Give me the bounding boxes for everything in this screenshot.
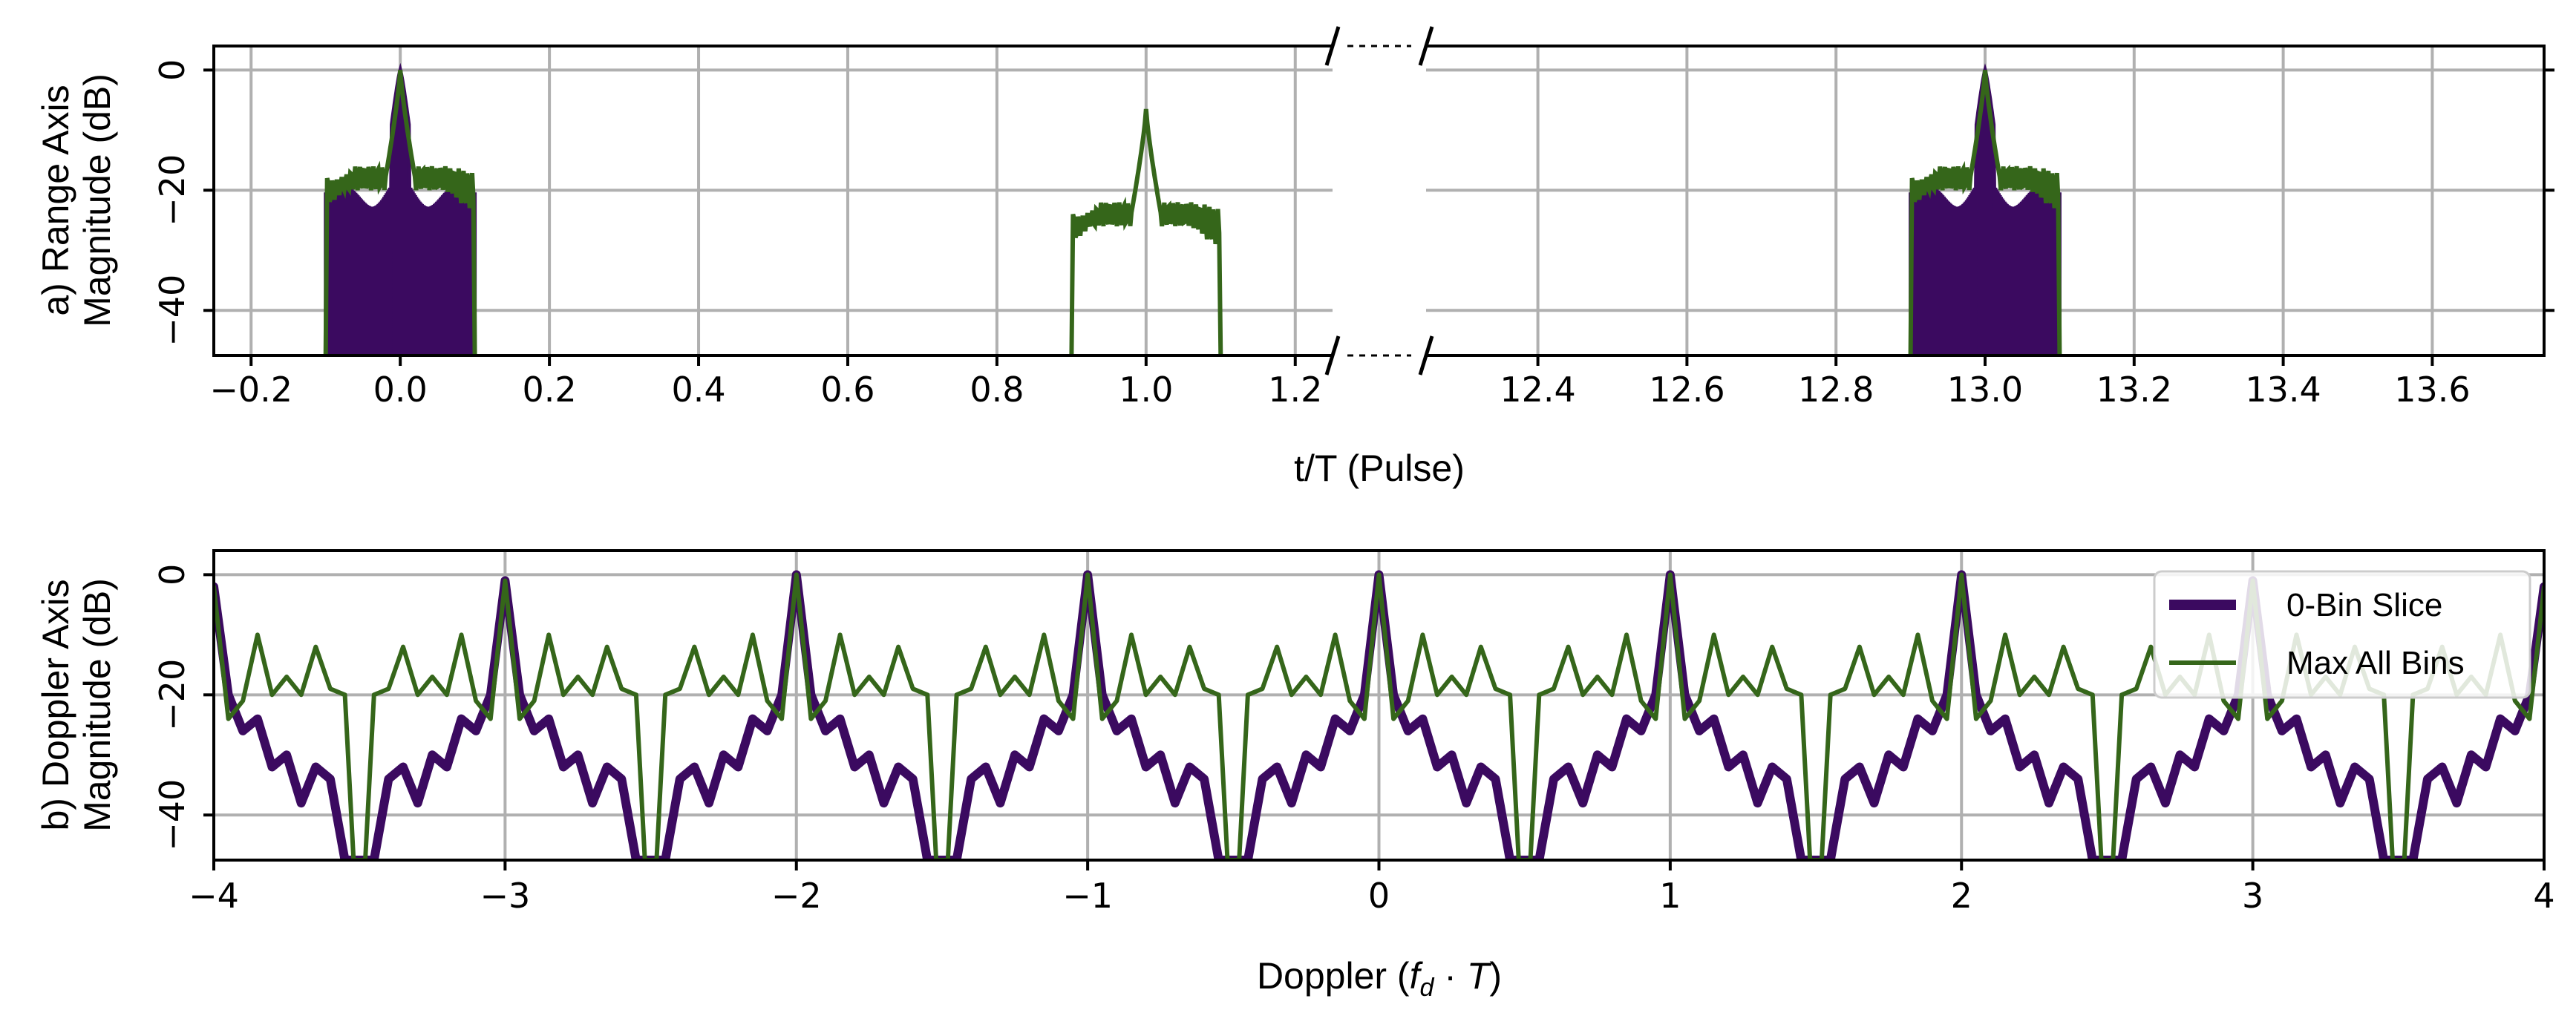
x-tick-label: 1.0 [1119,370,1173,410]
y-tick-label: −40 [152,275,192,347]
axis-break-marks [1324,26,1434,376]
break-slash [1418,26,1434,66]
xlabel-dot: · [1434,955,1466,997]
x-tick-label: 12.8 [1798,370,1874,410]
y-tick-label: 0 [152,59,192,81]
x-tick-label: 0.4 [671,370,725,410]
series-max-all-bins-peak-0 [323,70,477,355]
y-tick-label: −20 [152,154,192,226]
panel-a-grid [214,46,2544,355]
axes-frame-left [212,45,1333,357]
panel-a-xlabel: t/T (Pulse) [1294,447,1465,489]
x-tick-label: 4 [2533,876,2554,916]
y-tick-label: 0 [152,564,192,586]
x-tick-label: 13.6 [2394,370,2470,410]
x-tick-label: 1 [1659,876,1681,916]
x-tick-label: 12.4 [1500,370,1575,410]
series-0-bin-slice-peak-0 [324,62,477,355]
x-tick-label: −0.2 [209,370,292,410]
xlabel-T: T [1467,955,1492,997]
legend-box [2153,570,2531,699]
x-tick-label: 0.2 [523,370,577,410]
break-slash [1324,335,1341,376]
y-tick-label: −40 [152,779,192,851]
panel-a-range-axis: −0.2 0.0 0.2 0.4 0.6 0.8 1.0 1.2 12.4 12.6 12.8 13.… [35,26,2554,489]
x-tick-label: 0.6 [820,370,875,410]
series-0-bin-slice-peak-13 [1909,63,2062,355]
y-tick-label: −20 [152,659,192,731]
x-tick-label: −4 [189,876,239,916]
xlabel-text-pre: Doppler ( [1257,955,1410,997]
x-tick-label: 3 [2242,876,2263,916]
x-tick-label: 13.0 [1947,370,2023,410]
x-tick-label: −1 [1062,876,1113,916]
xlabel-sub-d: d [1419,974,1434,1002]
panel-a-series-left [323,62,1223,355]
panel-a-ylabel-line2: Magnitude (dB) [76,73,118,327]
x-tick-label: 0 [1368,876,1390,916]
legend-label-0-bin-slice: 0-Bin Slice [2286,587,2442,623]
x-tick-label: 13.2 [2096,370,2172,410]
panel-a-ticks: −0.2 0.0 0.2 0.4 0.6 0.8 1.0 1.2 12.4 12.6 12.8 13.… [152,59,2554,410]
legend-label-max-all-bins: Max All Bins [2286,645,2465,681]
panel-b-doppler-axis: −4 −3 −2 −1 0 1 2 3 4 0 −20 −40 b) Doppler Axis Mag… [35,549,2555,1002]
panel-b-ticks: −4 −3 −2 −1 0 1 2 3 4 0 −20 −40 [152,564,2555,916]
x-tick-label: 1.2 [1268,370,1322,410]
x-tick-label: 0.8 [970,370,1024,410]
x-tick-label: 12.6 [1649,370,1725,410]
series-max-all-bins-peak-1 [1069,108,1223,355]
panel-b-ylabel-line2: Magnitude (dB) [76,578,118,832]
break-slash [1418,335,1434,376]
panel-b-ylabel-line1: b) Doppler Axis [35,579,76,830]
break-slash [1324,26,1341,66]
panel-a-series-right [1908,63,2062,355]
panel-b-xlabel: Doppler (fd · T) [1257,955,1502,1002]
legend: 0-Bin Slice Max All Bins [2153,570,2531,699]
panel-a-ylabel-line1: a) Range Axis [35,85,76,315]
series-max-all-bins-peak-13 [1908,70,2062,355]
x-tick-label: 0.0 [373,370,428,410]
xlabel-text-post: ) [1489,955,1502,997]
x-tick-label: −2 [771,876,822,916]
x-tick-label: 2 [1951,876,1972,916]
x-tick-label: −3 [480,876,530,916]
x-tick-label: 13.4 [2245,370,2321,410]
